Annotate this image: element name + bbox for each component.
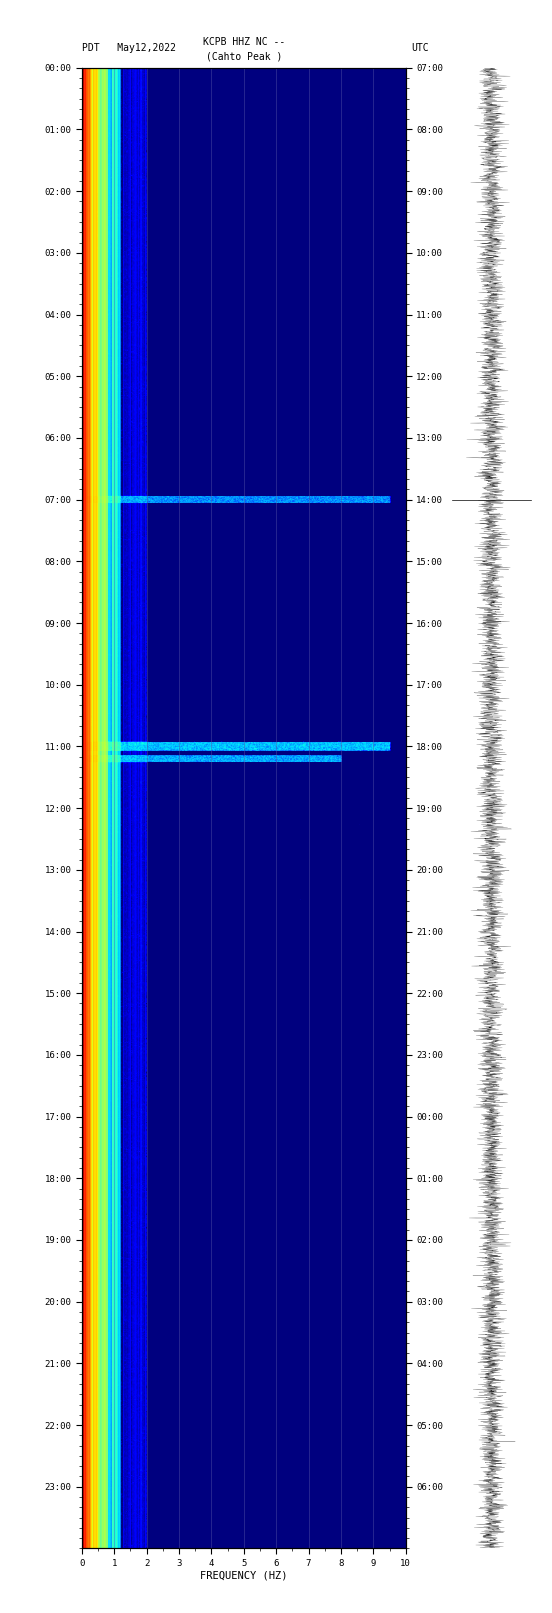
Text: PDT   May12,2022: PDT May12,2022: [82, 44, 176, 53]
Text: UTC: UTC: [411, 44, 429, 53]
Text: USGS: USGS: [9, 19, 45, 34]
X-axis label: FREQUENCY (HZ): FREQUENCY (HZ): [200, 1571, 288, 1581]
Text: (Cahto Peak ): (Cahto Peak ): [205, 52, 282, 61]
Text: KCPB HHZ NC --: KCPB HHZ NC --: [203, 37, 285, 47]
